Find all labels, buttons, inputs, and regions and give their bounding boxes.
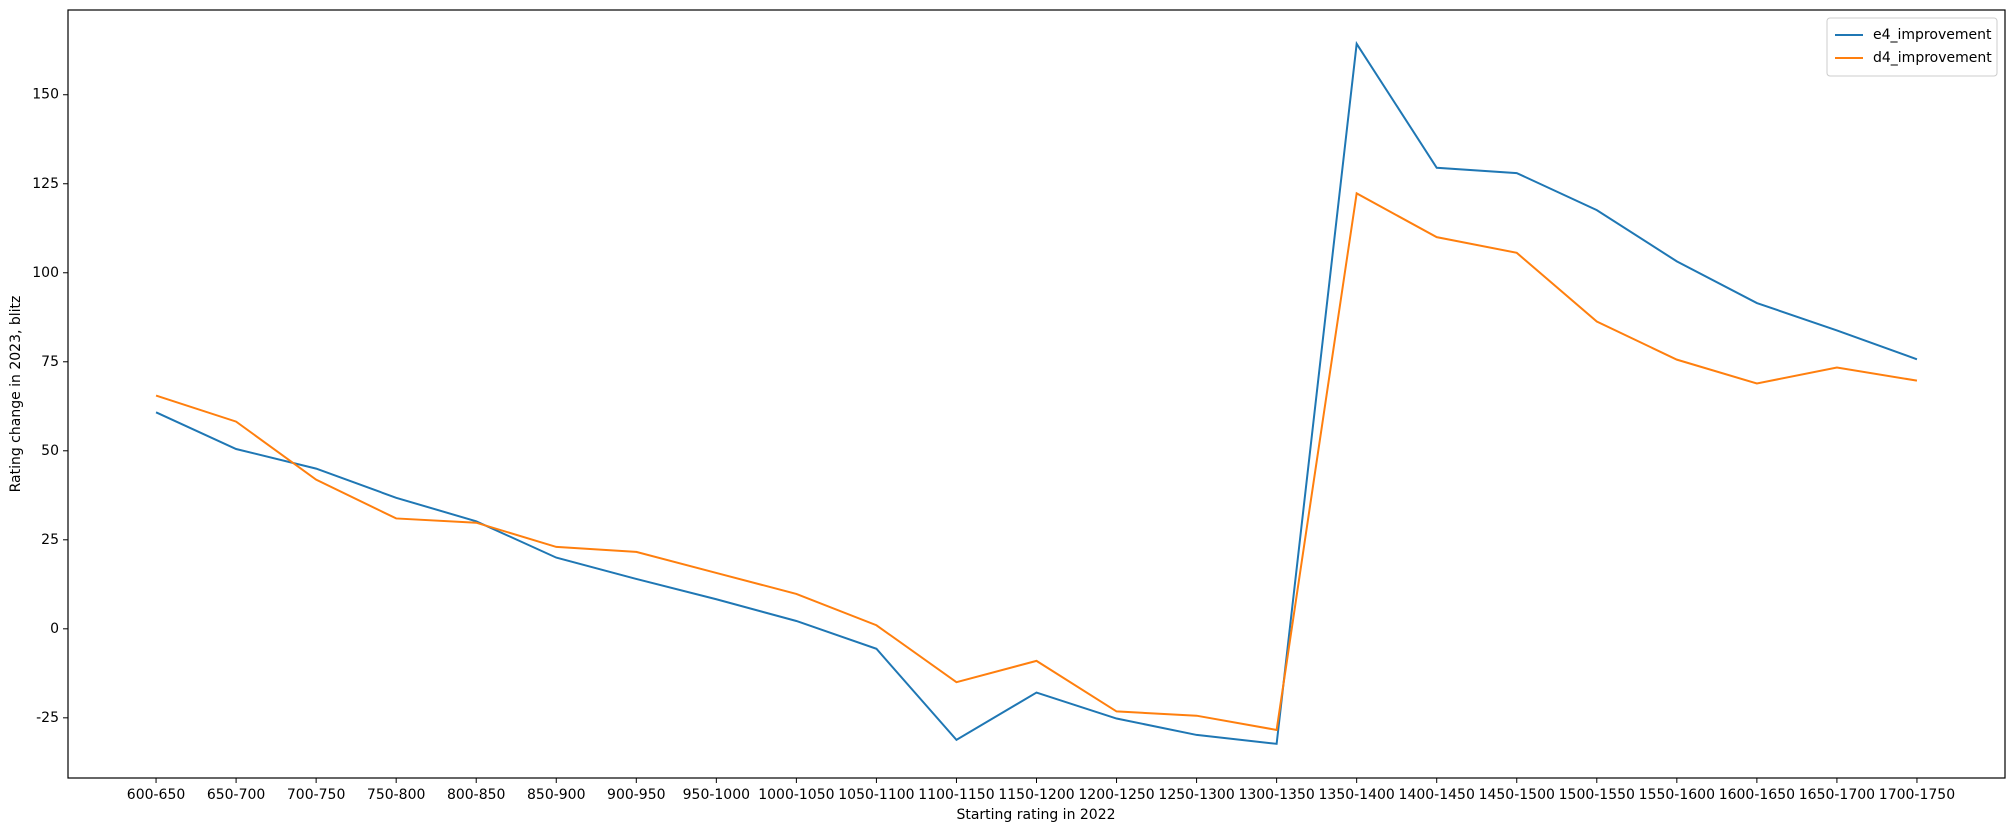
- x-tick-label: 850-900: [527, 787, 586, 803]
- x-tick-label: 1700-1750: [1879, 787, 1955, 803]
- y-tick-label: 50: [41, 443, 59, 459]
- y-tick-label: 25: [41, 532, 59, 548]
- x-tick-label: 1500-1550: [1559, 787, 1635, 803]
- x-tick-label: 900-950: [607, 787, 666, 803]
- x-axis-label: Starting rating in 2022: [956, 807, 1115, 823]
- x-tick-label: 1250-1300: [1158, 787, 1234, 803]
- line: [155, 40, 1918, 745]
- y-tick-label: -25: [36, 710, 59, 726]
- y-axis-label: Rating change in 2023, blitz: [8, 296, 24, 493]
- x-tick-label: 1650-1700: [1799, 787, 1875, 803]
- y-tick-label: 0: [50, 621, 59, 637]
- legend-label: d4_improvement: [1873, 50, 1992, 66]
- y-tick-label: 125: [32, 176, 59, 192]
- x-tick-label: 1400-1450: [1399, 787, 1475, 803]
- y-tick-label: 75: [41, 354, 59, 370]
- x-tick-label: 1450-1500: [1479, 787, 1555, 803]
- x-tick-label: 1050-1100: [838, 787, 914, 803]
- x-tick-label: 800-850: [447, 787, 506, 803]
- y-tick-label: 150: [32, 87, 59, 103]
- legend-label: e4_improvement: [1873, 27, 1992, 43]
- x-tick-label: 1350-1400: [1319, 787, 1395, 803]
- x-tick-label: 700-750: [287, 787, 346, 803]
- legend-box: [1826, 17, 1998, 77]
- x-tick-label: 750-800: [367, 787, 426, 803]
- y-tick-label: 100: [32, 265, 59, 281]
- x-tick-label: 1600-1650: [1719, 787, 1795, 803]
- x-tick-label: 950-1000: [683, 787, 750, 803]
- x-tick-label: 1100-1150: [918, 787, 994, 803]
- x-tick-label: 650-700: [207, 787, 266, 803]
- x-tick-label: 1000-1050: [758, 787, 834, 803]
- line: [155, 191, 1918, 732]
- x-tick-label: 1200-1250: [1078, 787, 1154, 803]
- x-tick-label: 1550-1600: [1639, 787, 1715, 803]
- x-tick-label: 1300-1350: [1238, 787, 1314, 803]
- x-tick-label: 1150-1200: [998, 787, 1074, 803]
- x-tick-label: 600-650: [127, 787, 186, 803]
- axes-frame: [67, 9, 2006, 779]
